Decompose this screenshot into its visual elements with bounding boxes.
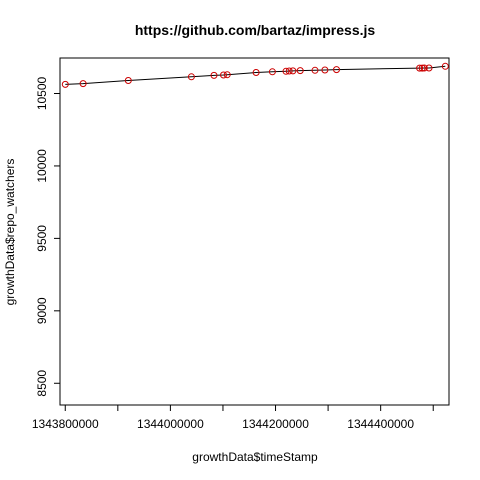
x-tick-label: 1344000000: [137, 417, 204, 431]
y-tick-label: 10500: [35, 76, 49, 110]
y-tick-label: 9000: [35, 297, 49, 324]
x-axis-label: growthData$timeStamp: [192, 450, 318, 464]
y-tick-label: 10000: [35, 149, 49, 183]
x-tick-label: 1344400000: [347, 417, 414, 431]
y-tick-label: 9500: [35, 225, 49, 252]
chart-title: https://github.com/bartaz/impress.js: [135, 22, 376, 38]
x-tick-label: 1343800000: [32, 417, 99, 431]
y-tick-label: 8500: [35, 370, 49, 397]
y-axis-label: growthData$repo_watchers: [3, 159, 17, 306]
x-tick-label: 1344200000: [242, 417, 309, 431]
